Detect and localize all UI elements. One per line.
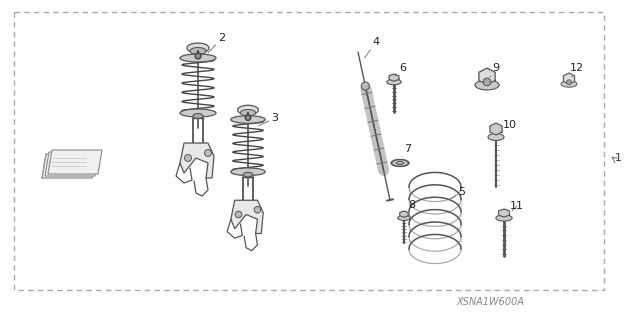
Text: 2: 2 [208, 33, 225, 53]
Text: 8: 8 [406, 200, 415, 213]
Text: 12: 12 [570, 63, 584, 77]
Text: 10: 10 [500, 120, 517, 133]
Polygon shape [479, 68, 495, 85]
Polygon shape [45, 152, 99, 176]
Ellipse shape [231, 168, 265, 175]
Circle shape [245, 115, 251, 121]
Circle shape [483, 78, 491, 86]
Ellipse shape [397, 216, 410, 220]
Bar [14, 12, 604, 290]
Text: 1: 1 [614, 153, 621, 163]
Text: 6: 6 [395, 63, 406, 76]
Text: 5: 5 [451, 187, 465, 199]
Circle shape [362, 82, 369, 90]
Ellipse shape [396, 161, 404, 165]
Polygon shape [389, 74, 399, 81]
Text: 11: 11 [510, 201, 524, 211]
Ellipse shape [561, 81, 577, 87]
Ellipse shape [190, 48, 206, 55]
Text: 3: 3 [259, 113, 278, 126]
Ellipse shape [187, 43, 209, 53]
Ellipse shape [496, 215, 512, 221]
Polygon shape [400, 211, 408, 217]
Circle shape [235, 211, 242, 218]
Polygon shape [490, 123, 502, 135]
Ellipse shape [180, 109, 216, 117]
Polygon shape [48, 150, 102, 174]
Circle shape [566, 80, 572, 85]
Ellipse shape [237, 105, 259, 115]
Ellipse shape [180, 54, 216, 62]
Polygon shape [563, 73, 575, 84]
Text: 9: 9 [490, 63, 500, 77]
Text: 4: 4 [365, 37, 380, 58]
Text: XSNA1W600A: XSNA1W600A [456, 297, 524, 307]
Circle shape [205, 150, 211, 157]
Ellipse shape [193, 114, 203, 118]
Ellipse shape [243, 172, 253, 177]
Ellipse shape [391, 160, 409, 167]
Ellipse shape [231, 116, 265, 123]
Polygon shape [499, 209, 509, 217]
Polygon shape [231, 200, 263, 234]
Text: 7: 7 [402, 144, 412, 157]
Polygon shape [180, 143, 214, 178]
Polygon shape [42, 154, 96, 178]
Ellipse shape [488, 133, 504, 140]
Circle shape [184, 154, 191, 161]
Ellipse shape [241, 109, 255, 116]
Circle shape [254, 206, 261, 213]
Circle shape [195, 53, 201, 59]
Ellipse shape [475, 80, 499, 90]
Ellipse shape [387, 79, 401, 85]
